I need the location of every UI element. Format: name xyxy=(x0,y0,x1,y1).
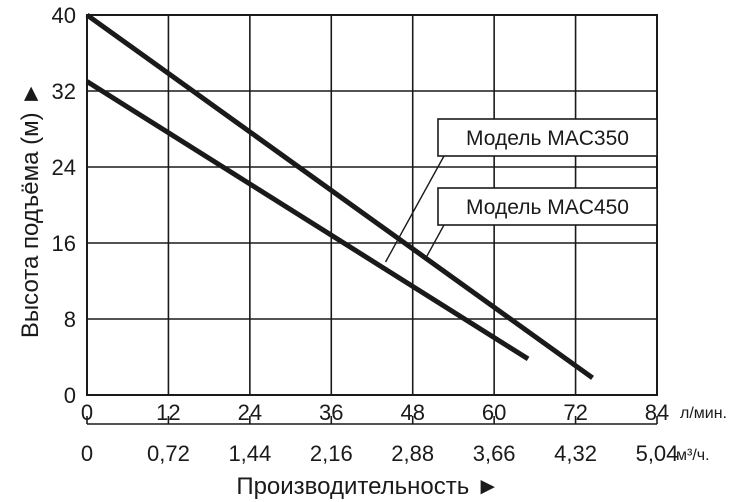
x-tick-label-m3h: 1,44 xyxy=(228,441,271,466)
x-tick-label-m3h: 2,88 xyxy=(391,441,434,466)
x-tick-label-lpm: 48 xyxy=(400,400,424,425)
tick-labels: 0 8 16 24 32 40 0 12 24 36 48 60 72 84 л/мин. 0 0,72 1,44… xyxy=(52,3,727,466)
series-lines xyxy=(85,12,594,380)
annotation-leader-line xyxy=(425,224,445,258)
annotation-label: Модель MAC350 xyxy=(466,127,629,150)
y-tick-label: 40 xyxy=(52,3,76,28)
x-tick-label-m3h: 0 xyxy=(81,441,93,466)
y-tick-label: 0 xyxy=(64,383,76,408)
y-axis-title: Высота подъёма (м) ► xyxy=(17,82,44,338)
x-tick-label-lpm: 36 xyxy=(319,400,343,425)
y-tick-label: 32 xyxy=(52,79,76,104)
series-line-2 xyxy=(85,12,594,380)
x-tick-label-lpm: 84 xyxy=(645,400,669,425)
annotation-box xyxy=(437,118,658,157)
x-tick-label-m3h: 3,66 xyxy=(473,441,516,466)
series-line-1 xyxy=(85,79,530,362)
x-tick-label-m3h: 4,32 xyxy=(554,441,597,466)
x-tick-label-lpm: 24 xyxy=(238,400,262,425)
x-tick-label-lpm: 12 xyxy=(156,400,180,425)
annotation-box xyxy=(437,187,658,226)
annotation-label: Модель MAC450 xyxy=(466,196,629,219)
x-unit-m3h: м³/ч. xyxy=(676,447,710,464)
x-unit-lpm: л/мин. xyxy=(680,405,727,422)
x-tick-label-m3h: 5,04 xyxy=(636,441,679,466)
annotations: Модель MAC350 Модель MAC450 xyxy=(384,118,658,263)
y-tick-label: 16 xyxy=(52,231,76,256)
x-tick-label-m3h: 2,16 xyxy=(310,441,353,466)
x-tick-label-m3h: 0,72 xyxy=(147,441,190,466)
annotation-leader-line xyxy=(384,155,445,263)
x-tick-label-lpm: 60 xyxy=(482,400,506,425)
x-tick-label-lpm: 72 xyxy=(563,400,587,425)
y-tick-label: 8 xyxy=(64,307,76,332)
x-tick-label-lpm: 0 xyxy=(81,400,93,425)
y-tick-label: 24 xyxy=(52,155,76,180)
x-axis-title: Производительность ► xyxy=(236,473,499,500)
